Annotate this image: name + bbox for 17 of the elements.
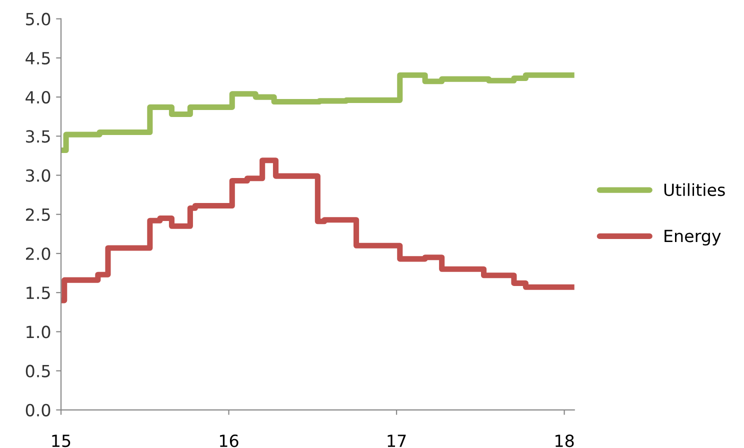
y-tick-label: 4.0 [26, 91, 50, 104]
y-tick-label: 0.5 [26, 364, 50, 378]
x-tick-label: 15 [52, 434, 70, 448]
y-tick-label: 3.0 [26, 169, 50, 182]
y-tick-label: 1.5 [26, 286, 50, 300]
y-tick-label: 5.0 [26, 12, 50, 26]
y-tick-label: 4.5 [26, 52, 50, 64]
legend-label: Utilities [664, 183, 725, 196]
y-tick-label: 1.0 [26, 326, 50, 338]
x-tick-label: 16 [220, 434, 238, 448]
x-tick-label: 18 [556, 434, 574, 448]
y-tick-label: 2.0 [26, 247, 50, 260]
y-tick-label: 3.5 [26, 130, 50, 143]
legend-label: Energy [664, 230, 721, 246]
y-tick-label: 2.5 [26, 208, 50, 221]
y-tick-label: 0.0 [26, 404, 50, 416]
x-tick-label: 17 [388, 434, 406, 447]
